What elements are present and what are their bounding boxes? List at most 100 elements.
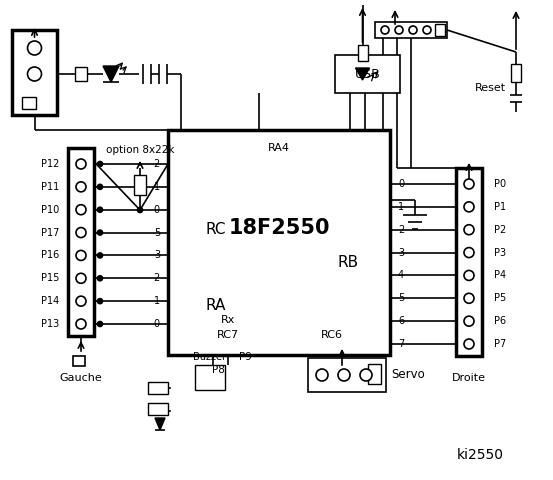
- Circle shape: [97, 184, 102, 189]
- Circle shape: [464, 293, 474, 303]
- Polygon shape: [356, 68, 369, 80]
- Text: P10: P10: [41, 204, 59, 215]
- Circle shape: [76, 296, 86, 306]
- Circle shape: [395, 26, 403, 34]
- Circle shape: [464, 202, 474, 212]
- Text: 3: 3: [154, 251, 160, 261]
- Text: 3: 3: [398, 248, 404, 258]
- Circle shape: [423, 26, 431, 34]
- Text: 1: 1: [154, 296, 160, 306]
- Circle shape: [97, 276, 102, 281]
- Circle shape: [316, 369, 328, 381]
- Text: Droite: Droite: [452, 373, 486, 383]
- Bar: [148, 382, 168, 394]
- Circle shape: [76, 204, 86, 215]
- Circle shape: [464, 316, 474, 326]
- Text: 2: 2: [154, 159, 160, 169]
- Text: Buzzer: Buzzer: [194, 352, 227, 362]
- Polygon shape: [103, 66, 119, 82]
- Bar: [335, 55, 400, 93]
- Circle shape: [464, 225, 474, 235]
- Text: P16: P16: [41, 251, 59, 261]
- Circle shape: [76, 182, 86, 192]
- Text: option 8x22k: option 8x22k: [106, 145, 174, 155]
- Circle shape: [381, 26, 389, 34]
- Text: 0: 0: [154, 319, 160, 329]
- Bar: [357, 45, 368, 61]
- Circle shape: [97, 207, 102, 212]
- Circle shape: [360, 369, 372, 381]
- Bar: [22, 97, 36, 109]
- Text: 7: 7: [398, 339, 404, 349]
- Polygon shape: [155, 418, 165, 430]
- Text: RC6: RC6: [321, 330, 343, 340]
- Text: USB: USB: [354, 68, 380, 81]
- Text: P6: P6: [494, 316, 506, 326]
- Text: 6: 6: [398, 316, 404, 326]
- Text: P8: P8: [212, 365, 225, 375]
- Circle shape: [76, 319, 86, 329]
- Text: P9: P9: [238, 352, 252, 362]
- Bar: [68, 148, 94, 336]
- Bar: [75, 67, 87, 81]
- Text: P7: P7: [494, 339, 506, 349]
- Circle shape: [464, 270, 474, 280]
- Text: 5: 5: [154, 228, 160, 238]
- Circle shape: [76, 251, 86, 261]
- Text: RB: RB: [337, 255, 358, 270]
- Text: P12: P12: [41, 159, 59, 169]
- Bar: [511, 64, 521, 82]
- Circle shape: [138, 207, 143, 213]
- Text: P0: P0: [494, 179, 506, 189]
- Bar: [134, 175, 146, 195]
- Text: P2: P2: [494, 225, 506, 235]
- Circle shape: [409, 26, 417, 34]
- Text: 1: 1: [154, 182, 160, 192]
- Bar: [456, 168, 482, 356]
- Text: Rx: Rx: [221, 315, 235, 325]
- Text: P11: P11: [41, 182, 59, 192]
- Bar: [12, 30, 57, 115]
- Text: 18F2550: 18F2550: [228, 217, 330, 238]
- Circle shape: [464, 248, 474, 258]
- Bar: [375, 22, 447, 38]
- Text: 0: 0: [398, 179, 404, 189]
- Text: P14: P14: [41, 296, 59, 306]
- Circle shape: [464, 339, 474, 349]
- Text: P15: P15: [41, 273, 59, 283]
- Circle shape: [76, 228, 86, 238]
- Bar: [195, 365, 225, 390]
- Circle shape: [97, 230, 102, 235]
- Circle shape: [28, 41, 41, 55]
- Bar: [73, 356, 85, 366]
- Circle shape: [76, 159, 86, 169]
- Bar: [368, 364, 381, 384]
- Text: Reset: Reset: [475, 83, 506, 93]
- Bar: [435, 24, 445, 36]
- Circle shape: [97, 161, 102, 167]
- Text: P5: P5: [494, 293, 506, 303]
- Text: RC: RC: [206, 223, 226, 238]
- Text: P3: P3: [494, 248, 506, 258]
- Circle shape: [464, 179, 474, 189]
- Text: P4: P4: [494, 270, 506, 280]
- Bar: [148, 403, 168, 415]
- Circle shape: [76, 273, 86, 283]
- Text: RA4: RA4: [268, 143, 290, 153]
- Text: Gauche: Gauche: [60, 373, 102, 383]
- Text: P1: P1: [494, 202, 506, 212]
- Text: ki2550: ki2550: [456, 448, 503, 462]
- Text: 0: 0: [154, 204, 160, 215]
- Text: P13: P13: [41, 319, 59, 329]
- Circle shape: [97, 299, 102, 304]
- Bar: [168, 130, 390, 355]
- Text: 4: 4: [398, 270, 404, 280]
- Text: RC7: RC7: [217, 330, 239, 340]
- Text: RA: RA: [206, 298, 226, 312]
- Circle shape: [338, 369, 350, 381]
- Text: 5: 5: [398, 293, 404, 303]
- Text: 1: 1: [398, 202, 404, 212]
- Text: P17: P17: [41, 228, 59, 238]
- Circle shape: [97, 322, 102, 326]
- Circle shape: [97, 253, 102, 258]
